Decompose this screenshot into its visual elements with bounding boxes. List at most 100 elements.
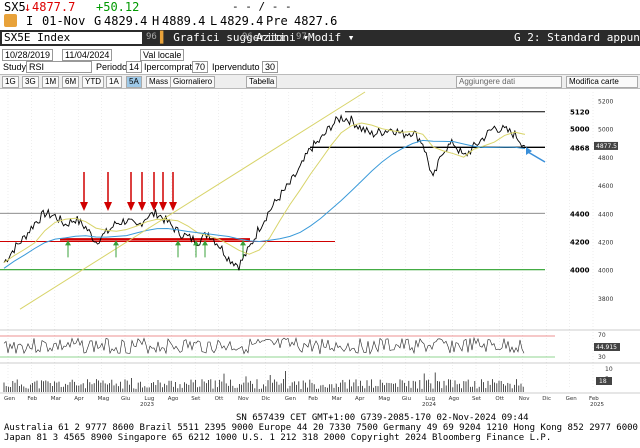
menu-number-96: 96 [146,32,157,42]
y-tick-label: 4600 [598,183,613,190]
blue-arrow-head [526,147,532,155]
study-label: Study [3,62,27,72]
range-controls: 1G 3G 1M 6M YTD 1A 5A Mass Giornaliero Tabella A… [0,74,640,89]
actions-label: Azioni [256,31,296,44]
oversold-input[interactable]: 30 [262,61,279,73]
date-from-input[interactable]: 10/28/2019 [2,49,54,61]
x-month-label: Ott [495,396,504,402]
trend-line [19,91,366,310]
study-select[interactable]: RSI [26,61,92,73]
x-month-label: Dic [261,396,270,402]
y-tick-label: 5000 [598,127,613,134]
blue-arrow-icon [527,151,546,163]
contacts-line-1: Australia 61 2 9777 8600 Brazil 5511 239… [4,423,638,433]
high-label: H [152,14,160,28]
modify-button[interactable]: Modif ▾ [308,31,354,44]
ma-long-series [3,139,526,269]
rsi-panel: 70 30 44.915 [0,329,640,361]
up-arrow-head [193,240,199,246]
oversold-label: Ipervenduto [212,62,260,72]
date-label: 01-Nov [42,14,86,28]
notes-label[interactable]: G 2: Standard appunti [514,31,640,44]
session-info: SN 657439 CET GMT+1:00 G739-2085-170 02-… [236,413,529,423]
range-button-5a[interactable]: 5A [126,76,142,88]
volume-value-tag: 18 [599,378,607,385]
x-month-label: Set [472,396,482,402]
modify-label: Modif [308,31,342,44]
suggested-charts-button[interactable]: ▌ Grafici suggeriti [160,31,286,44]
x-month-label: Gen [566,396,578,402]
footer: SN 657439 CET GMT+1:00 G739-2085-170 02-… [0,413,640,448]
function-toolbar: SX5E Index 96 ▌ Grafici suggeriti 96 Azi… [0,30,640,46]
x-month-label: Nov [238,396,249,402]
date-to-input[interactable]: 11/04/2024 [62,49,113,61]
range-button-ytd[interactable]: YTD [82,76,104,88]
chevron-down-icon: ▾ [347,31,355,44]
security-field[interactable]: SX5E Index [2,32,142,44]
x-month-label: Mag [98,396,110,402]
range-button-3g[interactable]: 3G [22,76,39,88]
price-chart: 3800 4000 4200 4400 4600 4800 5000 5200 5120 5000… [0,91,640,408]
range-button-giornaliero[interactable]: Giornaliero [170,76,216,88]
chart-icon: ▌ [160,31,167,44]
x-month-label: Mar [51,396,62,402]
x-month-label: Apr [74,396,84,402]
range-button-1g[interactable]: 1G [2,76,19,88]
x-month-label: Ago [168,396,179,402]
ticker: SX5 [4,0,26,14]
down-arrow-head [138,202,146,211]
range-button-1a[interactable]: 1A [106,76,122,88]
x-month-label: Nov [519,396,530,402]
add-data-button[interactable]: Aggiungere dati [456,76,562,88]
actions-button[interactable]: Azioni ▾ [256,31,309,44]
up-arrow-head [113,240,119,246]
x-year-label: 2025 [590,402,604,408]
modify-chart-button[interactable]: Modifica carte [566,76,638,88]
market-icon [4,14,17,27]
up-arrow-head [65,240,71,246]
y-tick-label: 4400 [598,211,613,218]
down-arrow-head [80,202,88,211]
down-arrow-head [159,202,167,211]
x-month-label: Mar [332,396,343,402]
volume-tick: 5 [605,376,609,383]
range-button-1m[interactable]: 1M [42,76,60,88]
price-series [3,113,526,271]
range-button-6m[interactable]: 6M [62,76,80,88]
x-month-label: Ott [215,396,224,402]
x-month-label: Ago [449,396,460,402]
rsi-value-tag: 44.915 [596,344,617,351]
up-arrow-head [240,240,246,246]
menu-number-97: 97 [296,32,307,42]
date-controls: 10/28/2019 11/04/2024 Val locale [0,48,640,61]
ma-short-series [3,122,526,264]
x-month-label: Feb [27,396,37,402]
x-month-label: Feb [308,396,318,402]
table-button[interactable]: Tabella [246,76,278,88]
x-axis: Gen Feb Mar Apr Mag Giu Lug Ago Set Ott Nov Dic Gen F… [0,392,640,408]
x-month-label: Dic [542,396,551,402]
x-month-label: Giu [121,396,130,402]
x-year-label: 2024 [422,402,436,408]
up-arrow-head [202,240,208,246]
range-button-mass[interactable]: Mass [146,76,172,88]
value-type-select[interactable]: Val locale [140,49,185,61]
prev-value: 4827.6 [294,14,338,28]
rsi-tick: 30 [598,354,606,361]
y-tick-label: 4200 [598,239,613,246]
overbought-input[interactable]: 70 [192,61,209,73]
y-tick-label: 3800 [598,296,613,303]
overbought-label: Ipercomprato [144,62,198,72]
x-month-label: Set [191,396,201,402]
x-month-label: Gen [285,396,297,402]
level-label: 5120 [570,109,590,117]
level-label: 4200 [570,238,590,246]
up-arrow-head [175,240,181,246]
level-label: 4400 [570,210,590,218]
volume-panel: 18 10 5 [0,362,640,392]
last-value-tag: 4877.5 [596,143,617,150]
x-month-label: Lug [144,396,154,402]
period-input[interactable]: 14 [126,61,143,73]
rsi-value-box [594,343,620,351]
down-arrow-head [150,202,158,211]
